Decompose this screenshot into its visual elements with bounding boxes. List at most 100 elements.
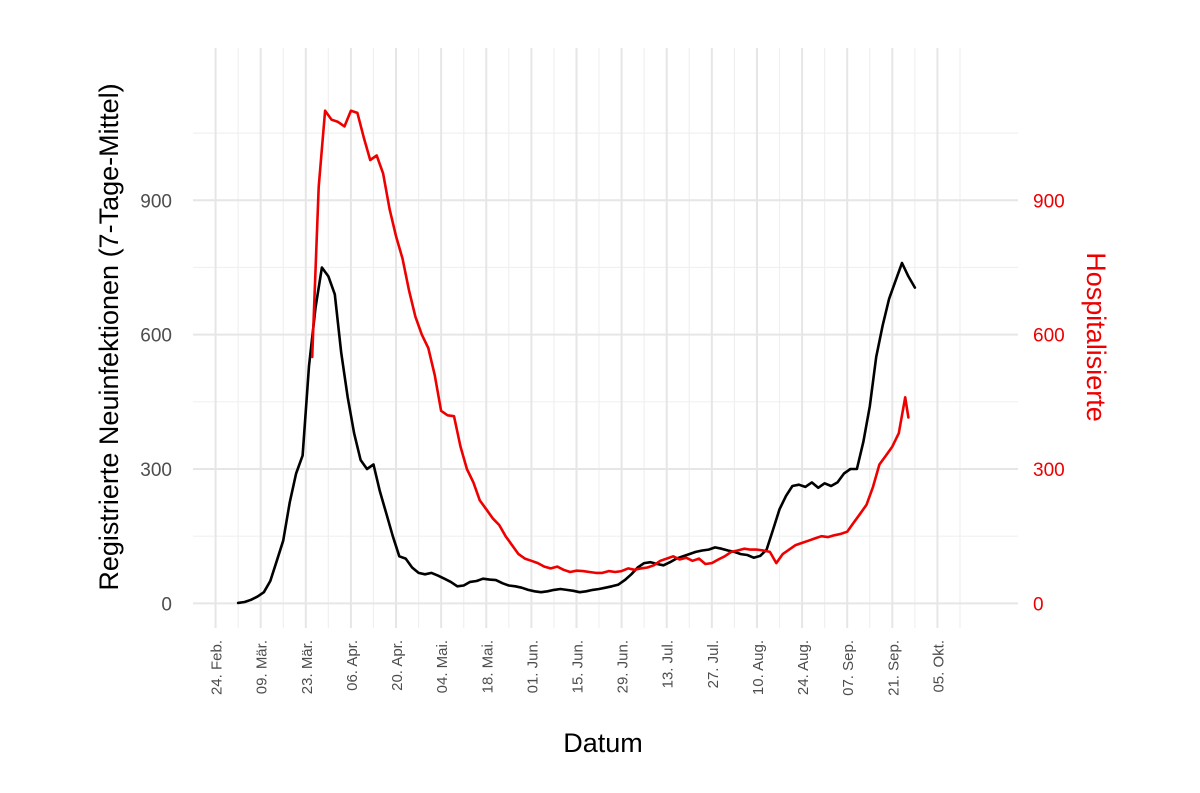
data-point [833, 534, 836, 537]
data-point [479, 499, 481, 502]
x-tick-label: 07. Sep. [840, 640, 857, 696]
data-point [730, 551, 732, 553]
data-point [711, 562, 713, 564]
data-point [537, 562, 539, 564]
data-point [752, 556, 755, 559]
data-point [869, 405, 871, 408]
data-point [633, 569, 636, 571]
data-point [807, 539, 810, 542]
data-point [424, 573, 426, 576]
x-tick-label: 05. Okt. [930, 640, 947, 693]
data-point [433, 374, 436, 376]
data-point [691, 560, 694, 562]
data-point [785, 495, 787, 497]
data-point [350, 109, 352, 112]
x-tick-label: 24. Aug. [795, 640, 812, 695]
data-point [353, 432, 355, 435]
data-point [827, 536, 829, 538]
data-point [533, 590, 536, 593]
data-point [308, 365, 310, 367]
data-point [237, 602, 239, 604]
data-point [366, 468, 368, 470]
data-point [566, 589, 568, 591]
data-point [243, 601, 246, 603]
data-point [856, 468, 858, 470]
data-point [527, 589, 529, 591]
data-point [630, 573, 633, 576]
data-point [801, 542, 803, 544]
data-point [256, 595, 259, 598]
data-point [907, 416, 910, 419]
data-point [582, 570, 584, 572]
data-point [749, 548, 752, 551]
data-point [662, 564, 665, 567]
data-point [898, 432, 900, 435]
data-point [717, 558, 720, 561]
data-point [488, 578, 491, 581]
data-point [524, 557, 526, 560]
x-tick-label: 13. Jul. [660, 640, 677, 688]
data-point [804, 486, 807, 488]
data-point [375, 154, 378, 157]
series-neuinfektionen [236, 261, 917, 605]
data-point [379, 490, 381, 493]
data-point [485, 508, 488, 511]
data-point [504, 535, 507, 537]
data-point [617, 583, 620, 586]
data-point [517, 553, 520, 555]
data-point [840, 533, 842, 535]
data-point [514, 585, 517, 588]
data-point [872, 486, 874, 488]
data-point [414, 315, 417, 318]
x-axis: 24. Feb. 09. Mär. 23. Mär. 06. Apr. 20. Apr.… [209, 640, 948, 696]
x-tick-label: 20. Apr. [389, 640, 406, 691]
data-point [901, 262, 903, 264]
data-point [788, 548, 790, 551]
data-point [317, 186, 320, 188]
data-point [798, 483, 800, 486]
data-point [723, 555, 726, 558]
data-point [601, 572, 604, 574]
x-tick-label: 24. Feb. [209, 640, 226, 695]
data-point [811, 481, 813, 484]
data-point [334, 293, 336, 296]
right-tick-label: 900 [1033, 191, 1065, 212]
data-point [669, 561, 671, 563]
data-point [462, 584, 465, 587]
data-point [359, 459, 362, 461]
data-point [746, 554, 749, 556]
grid [193, 48, 1018, 628]
data-point [269, 580, 272, 582]
data-point [475, 580, 478, 582]
data-point [356, 112, 359, 114]
data-point [382, 172, 384, 175]
data-point [875, 356, 877, 358]
data-point [404, 557, 407, 560]
data-point [437, 574, 439, 577]
data-point [649, 561, 652, 563]
data-point [540, 591, 542, 593]
data-point [682, 555, 684, 558]
data-point [743, 547, 745, 550]
series-line [310, 109, 910, 575]
data-point [288, 501, 291, 504]
data-point [843, 472, 845, 475]
data-point [543, 565, 546, 568]
x-tick-label: 18. Mai. [479, 640, 496, 693]
data-point [459, 445, 462, 448]
data-point [450, 581, 452, 583]
data-point [698, 557, 700, 560]
left-y-axis-title: Registrierte Neuinfektionen (7-Tage-Mitt… [94, 83, 124, 590]
data-point [678, 558, 681, 561]
data-point [556, 565, 558, 568]
data-point [611, 585, 613, 588]
left-tick-label: 600 [140, 326, 172, 347]
data-point [495, 579, 497, 581]
x-tick-label: 06. Apr. [344, 640, 361, 691]
data-point [311, 356, 314, 358]
data-point [707, 548, 710, 551]
data-point [295, 472, 297, 475]
data-point [395, 235, 397, 237]
data-point [466, 468, 468, 470]
x-axis-title: Datum [563, 728, 643, 758]
